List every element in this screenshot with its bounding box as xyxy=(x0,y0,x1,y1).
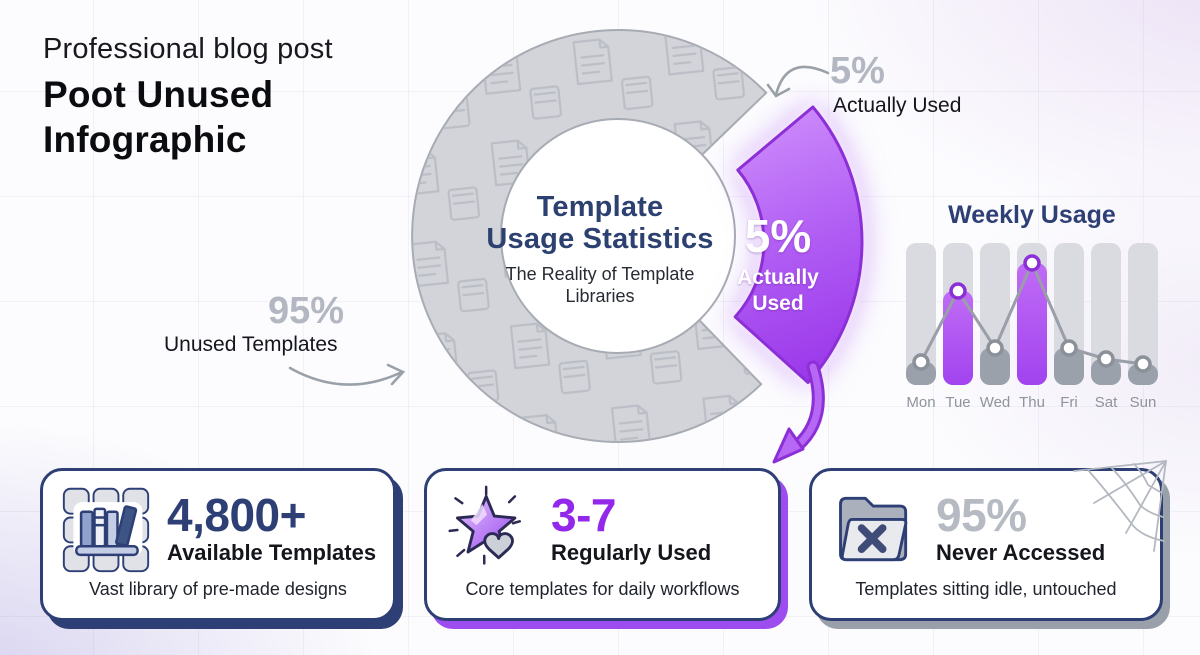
weekly-data-point xyxy=(986,339,1004,357)
weekly-bar-wed xyxy=(980,243,1010,385)
slice-caption: Actually Used xyxy=(737,266,819,316)
weekly-data-point xyxy=(1023,254,1041,272)
card-label: Regularly Used xyxy=(551,540,712,566)
donut-subtitle: The Reality of Template Libraries xyxy=(505,263,695,307)
card-label: Available Templates xyxy=(167,540,377,566)
library-books-icon xyxy=(59,483,153,575)
weekly-day-label: Mon xyxy=(906,394,936,411)
weekly-usage-day-labels: Mon Tue Wed Thu Fri Sat Sun xyxy=(898,394,1166,414)
card-available-templates: 4,800+ Available Templates Vast library … xyxy=(40,468,396,621)
card-description: Templates sitting idle, untouched xyxy=(855,579,1117,599)
eyebrow-text: Professional blog post xyxy=(43,33,333,65)
weekly-data-point xyxy=(912,353,930,371)
weekly-trend-line xyxy=(912,254,1152,373)
weekly-usage-bars xyxy=(898,243,1166,385)
donut-center-text: Template Usage Statistics The Reality of… xyxy=(482,191,718,308)
weekly-data-point xyxy=(1134,355,1152,373)
card-label: Never Accessed xyxy=(936,540,1106,566)
folder-x-icon xyxy=(828,483,922,575)
weekly-data-point xyxy=(949,282,967,300)
arrow-slice-to-cards xyxy=(772,360,825,464)
card-never-accessed: 95% Never Accessed Templates sitting idl… xyxy=(809,460,1167,621)
star-heart-icon xyxy=(443,483,537,575)
weekly-day-label: Fri xyxy=(1060,394,1078,411)
card-description: Vast library of pre-made designs xyxy=(89,579,347,599)
slice-value: 5% xyxy=(744,210,812,262)
unused-annotation-label: Unused Templates xyxy=(164,333,338,356)
spider-web-icon xyxy=(1073,460,1167,552)
page-title: Poot Unused Infographic xyxy=(43,72,273,162)
weekly-usage-title: Weekly Usage xyxy=(948,201,1116,229)
weekly-data-point xyxy=(1060,339,1078,357)
slice-label: 5% Actually Used xyxy=(721,213,835,318)
card-value: 4,800+ xyxy=(167,488,306,541)
page-title-line1: Poot Unused xyxy=(43,74,274,115)
unused-annotation-value: 95% xyxy=(268,290,345,332)
donut-title-line1: Template xyxy=(536,191,664,223)
used-annotation-label: Actually Used xyxy=(833,94,962,117)
card-value: 3-7 xyxy=(551,488,616,541)
card-description: Core templates for daily workflows xyxy=(465,579,740,599)
weekly-day-label: Wed xyxy=(979,394,1011,411)
weekly-day-label: Sun xyxy=(1129,394,1157,411)
arrow-unused-annotation xyxy=(288,363,406,386)
donut-title-line2: Usage Statistics xyxy=(486,222,714,255)
weekly-bar-fri xyxy=(1054,243,1084,385)
arrow-used-annotation xyxy=(766,65,830,98)
weekly-day-label: Thu xyxy=(1019,394,1045,411)
weekly-usage-chart: Weekly Usage Mon Tue Wed Thu Fri Sat Sun xyxy=(898,201,1166,414)
weekly-data-point xyxy=(1097,350,1115,368)
weekly-day-label: Sat xyxy=(1094,394,1118,411)
card-regularly-used: 3-7 Regularly Used Core templates for da… xyxy=(424,468,781,621)
page-title-line2: Infographic xyxy=(43,119,247,161)
used-annotation-value: 5% xyxy=(830,50,885,92)
weekly-day-label: Tue xyxy=(945,394,971,411)
card-value: 95% xyxy=(936,488,1027,541)
